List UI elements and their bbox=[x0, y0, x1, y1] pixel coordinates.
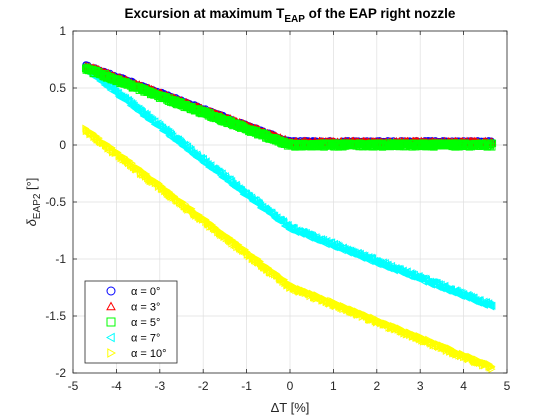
legend-label: α = 5° bbox=[131, 317, 160, 329]
x-tick-label: -1 bbox=[241, 379, 252, 393]
data-point bbox=[402, 268, 410, 276]
legend-marker bbox=[107, 348, 117, 358]
axis-ticks bbox=[72, 30, 508, 374]
y-tick-label: -2 bbox=[55, 366, 66, 380]
data-point bbox=[487, 302, 495, 311]
y-tick-label: 0 bbox=[59, 138, 66, 152]
data-point bbox=[475, 296, 483, 305]
series-3 bbox=[81, 63, 496, 311]
series-2 bbox=[82, 63, 497, 151]
data-point bbox=[207, 161, 215, 170]
x-tick-label: 1 bbox=[330, 379, 337, 393]
y-tick-label: 1 bbox=[59, 24, 66, 38]
data-point bbox=[356, 250, 364, 259]
tick-labels: -5 -4 -3 -2 -1 0 1 2 3 4 5 1 0.5 0 -0.5 -1 -1.5 -2 bbox=[45, 24, 510, 393]
legend-marker bbox=[106, 317, 116, 327]
legend-label: α = 10° bbox=[131, 348, 167, 360]
x-tick-label: -3 bbox=[154, 379, 165, 393]
chart-title: Excursion at maximum TEAP of the EAP rig… bbox=[125, 6, 456, 25]
legend-marker bbox=[106, 286, 116, 296]
x-axis-label: ΔT [%] bbox=[271, 400, 310, 415]
legend: α = 0° α = 3° α = 5° α = 7° α = 10° bbox=[84, 280, 178, 364]
data-point bbox=[219, 231, 227, 240]
x-tick-label: 3 bbox=[417, 379, 424, 393]
data-point bbox=[279, 217, 287, 226]
legend-label: α = 7° bbox=[131, 333, 160, 345]
data-point bbox=[276, 272, 284, 281]
ylabel-tail: [°] bbox=[24, 178, 39, 194]
title-tail: of the EAP right nozzle bbox=[305, 6, 456, 21]
ylabel-subscript: EAP2 bbox=[32, 193, 43, 219]
data-point bbox=[137, 107, 145, 116]
data-point bbox=[290, 223, 298, 232]
x-tick-label: -2 bbox=[198, 379, 209, 393]
data-point bbox=[241, 245, 249, 254]
data-point bbox=[248, 196, 257, 205]
x-tick-label: -4 bbox=[111, 379, 122, 393]
title-main: Excursion at maximum T bbox=[125, 6, 286, 21]
ylabel-main: δ bbox=[24, 218, 39, 226]
data-point bbox=[123, 156, 131, 165]
legend-label: α = 3° bbox=[131, 302, 160, 314]
data-point bbox=[226, 236, 234, 245]
legend-box bbox=[84, 280, 178, 364]
series-layer bbox=[81, 61, 497, 374]
x-tick-label: 2 bbox=[373, 379, 380, 393]
y-tick-label: -1 bbox=[55, 252, 66, 266]
data-point bbox=[280, 218, 288, 227]
data-point bbox=[488, 365, 496, 374]
x-tick-label: -5 bbox=[68, 379, 79, 393]
data-point bbox=[193, 150, 201, 159]
x-tick-label: 4 bbox=[460, 379, 467, 393]
legend-label: α = 0° bbox=[131, 286, 160, 298]
data-point bbox=[486, 142, 495, 150]
x-tick-label: 0 bbox=[287, 379, 294, 393]
x-tick-label: 5 bbox=[504, 379, 511, 393]
data-point bbox=[252, 196, 260, 205]
data-point bbox=[232, 180, 240, 189]
title-subscript: EAP bbox=[284, 14, 305, 25]
data-point bbox=[359, 142, 367, 150]
data-point bbox=[487, 301, 496, 310]
y-tick-label: 0.5 bbox=[49, 81, 66, 95]
legend-marker bbox=[105, 332, 115, 343]
legend-marker bbox=[106, 301, 116, 311]
series-4 bbox=[82, 124, 496, 374]
y-tick-label: -0.5 bbox=[45, 195, 66, 209]
data-point bbox=[488, 139, 496, 147]
y-axis-label: δEAP2 [°] bbox=[24, 178, 43, 227]
y-tick-label: -1.5 bbox=[45, 309, 66, 323]
data-point bbox=[202, 157, 210, 166]
